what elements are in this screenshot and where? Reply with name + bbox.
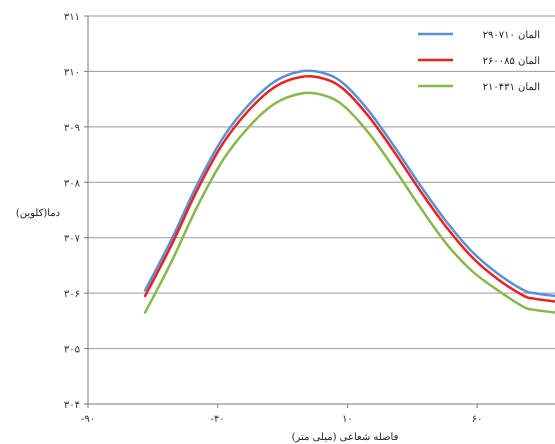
x-tick-label-2: ۱۰ [342, 414, 353, 425]
y-tick-label-1: ۳۰۵ [64, 345, 80, 356]
legend-label-1: ۲۶۰۰۸۵ المان [483, 56, 540, 67]
y-tick-label-3: ۳۰۷ [64, 234, 81, 245]
axes [84, 15, 555, 408]
y-tick-label-2: ۳۰۶ [64, 289, 80, 300]
x-tick-label-1: -۴۰ [211, 414, 225, 425]
series-line-2 [143, 91, 555, 314]
x-tick-label-0: -۹۰ [81, 414, 95, 425]
series-line-1 [143, 74, 555, 303]
y-tick-label-7: ۳۱۱ [64, 12, 80, 23]
x-tick-labels: -۹۰ -۴۰ ۱۰ ۶۰ [81, 414, 483, 425]
y-tick-label-6: ۳۱۰ [64, 67, 80, 78]
y-tick-label-0: ۳۰۴ [64, 400, 80, 411]
y-tick-labels: ۳۰۴ ۳۰۵ ۳۰۶ ۳۰۷ ۳۰۸ ۳۰۹ ۳۱۰ ۳۱۱ [64, 12, 81, 411]
series-lines [143, 69, 555, 314]
series-line-0 [143, 69, 555, 298]
legend-label-2: ۲۱۰۴۳۱ المان [483, 82, 540, 93]
x-tick-label-3: ۶۰ [472, 414, 483, 425]
y-tick-label-5: ۳۰۹ [64, 123, 80, 134]
y-tick-label-4: ۳۰۸ [64, 178, 81, 189]
legend-label-0: ۲۹۰۷۱۰ المان [483, 30, 540, 41]
y-axis-label: دما(کلوین) [16, 208, 60, 219]
x-axis-label: فاصله شعاعی (میلی متر) [292, 432, 399, 443]
legend: ۲۹۰۷۱۰ المان ۲۶۰۰۸۵ المان ۲۱۰۴۳۱ المان [418, 30, 540, 93]
